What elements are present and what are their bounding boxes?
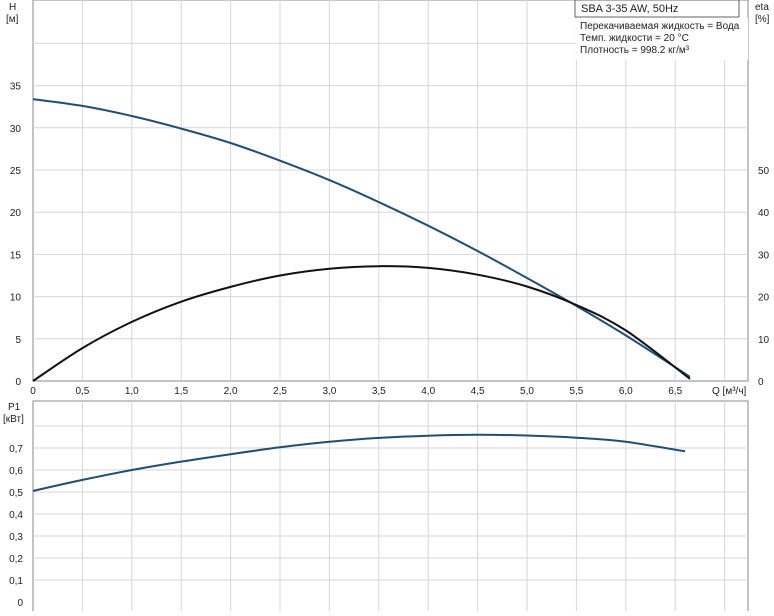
x-tick-label: 6,5	[668, 386, 682, 397]
p1-tick-label: 0,2	[9, 554, 23, 565]
x-tick-label: 5,5	[569, 386, 583, 397]
note-temp: Темп. жидкости = 20 °C	[580, 33, 689, 44]
x-tick-label: 3,0	[322, 386, 336, 397]
y2-axis-label-eta: eta	[755, 2, 769, 13]
note-density: Плотность = 998.2 кг/м³	[580, 45, 690, 56]
y2-axis-unit-eta: [%]	[755, 14, 770, 25]
top-plot-area	[32, 0, 749, 382]
efficiency-curve	[32, 265, 691, 382]
y-axis-label-p1: P1	[8, 402, 21, 413]
y-tick-label: 20	[10, 208, 22, 219]
y2-tick-label: 10	[758, 335, 770, 346]
chart-title: SBA 3-35 AW, 50Hz	[581, 3, 678, 15]
p1-tick-label: 0	[17, 598, 23, 609]
x-tick-label: 5,0	[520, 386, 534, 397]
x-tick-label: 3,5	[372, 386, 386, 397]
x-tick-label: 4,0	[421, 386, 435, 397]
note-liquid: Перекачиваемая жидкость = Вода	[580, 21, 740, 32]
x-tick-label: 6,0	[619, 386, 633, 397]
x-tick-label: 1,5	[174, 386, 188, 397]
y-tick-label: 35	[10, 82, 22, 93]
p1-tick-label: 0,7	[9, 444, 23, 455]
p1-tick-label: 0,6	[9, 466, 23, 477]
legend-box: SBA 3-35 AW, 50Hz Перекачиваемая жидкост…	[574, 0, 748, 60]
p1-tick-label: 0,1	[9, 576, 23, 587]
x-tick-label: 2,5	[273, 386, 287, 397]
y-tick-label: 5	[15, 335, 21, 346]
x-tick-label: 0	[30, 386, 36, 397]
p1-tick-label: 0,5	[9, 488, 23, 499]
x-tick-label: 0,5	[75, 386, 89, 397]
x-tick-label: 2,0	[224, 386, 238, 397]
x-tick-label: 1,0	[125, 386, 139, 397]
y-tick-label: 0	[15, 377, 21, 388]
y2-tick-label: 20	[758, 293, 770, 304]
y-tick-label: 30	[10, 124, 22, 135]
y2-tick-label: 50	[758, 166, 770, 177]
power-curve	[32, 433, 686, 492]
y-axis-unit-p1: [кВт]	[3, 414, 24, 425]
x-axis-label: Q [м³/ч]	[712, 386, 747, 397]
y-axis-label-h: H	[9, 2, 16, 13]
p1-tick-label: 0,3	[9, 532, 23, 543]
y2-tick-label: 40	[758, 208, 770, 219]
p1-tick-label: 0,4	[9, 510, 23, 521]
y2-tick-label: 30	[758, 250, 770, 261]
y2-tick-label: 0	[758, 377, 764, 388]
y-tick-label: 25	[10, 166, 22, 177]
y-axis-unit-h: [м]	[6, 14, 19, 25]
y-tick-label: 15	[10, 250, 22, 261]
y-tick-label: 10	[10, 293, 22, 304]
x-tick-label: 4,5	[471, 386, 485, 397]
bottom-plot-area	[32, 400, 749, 613]
